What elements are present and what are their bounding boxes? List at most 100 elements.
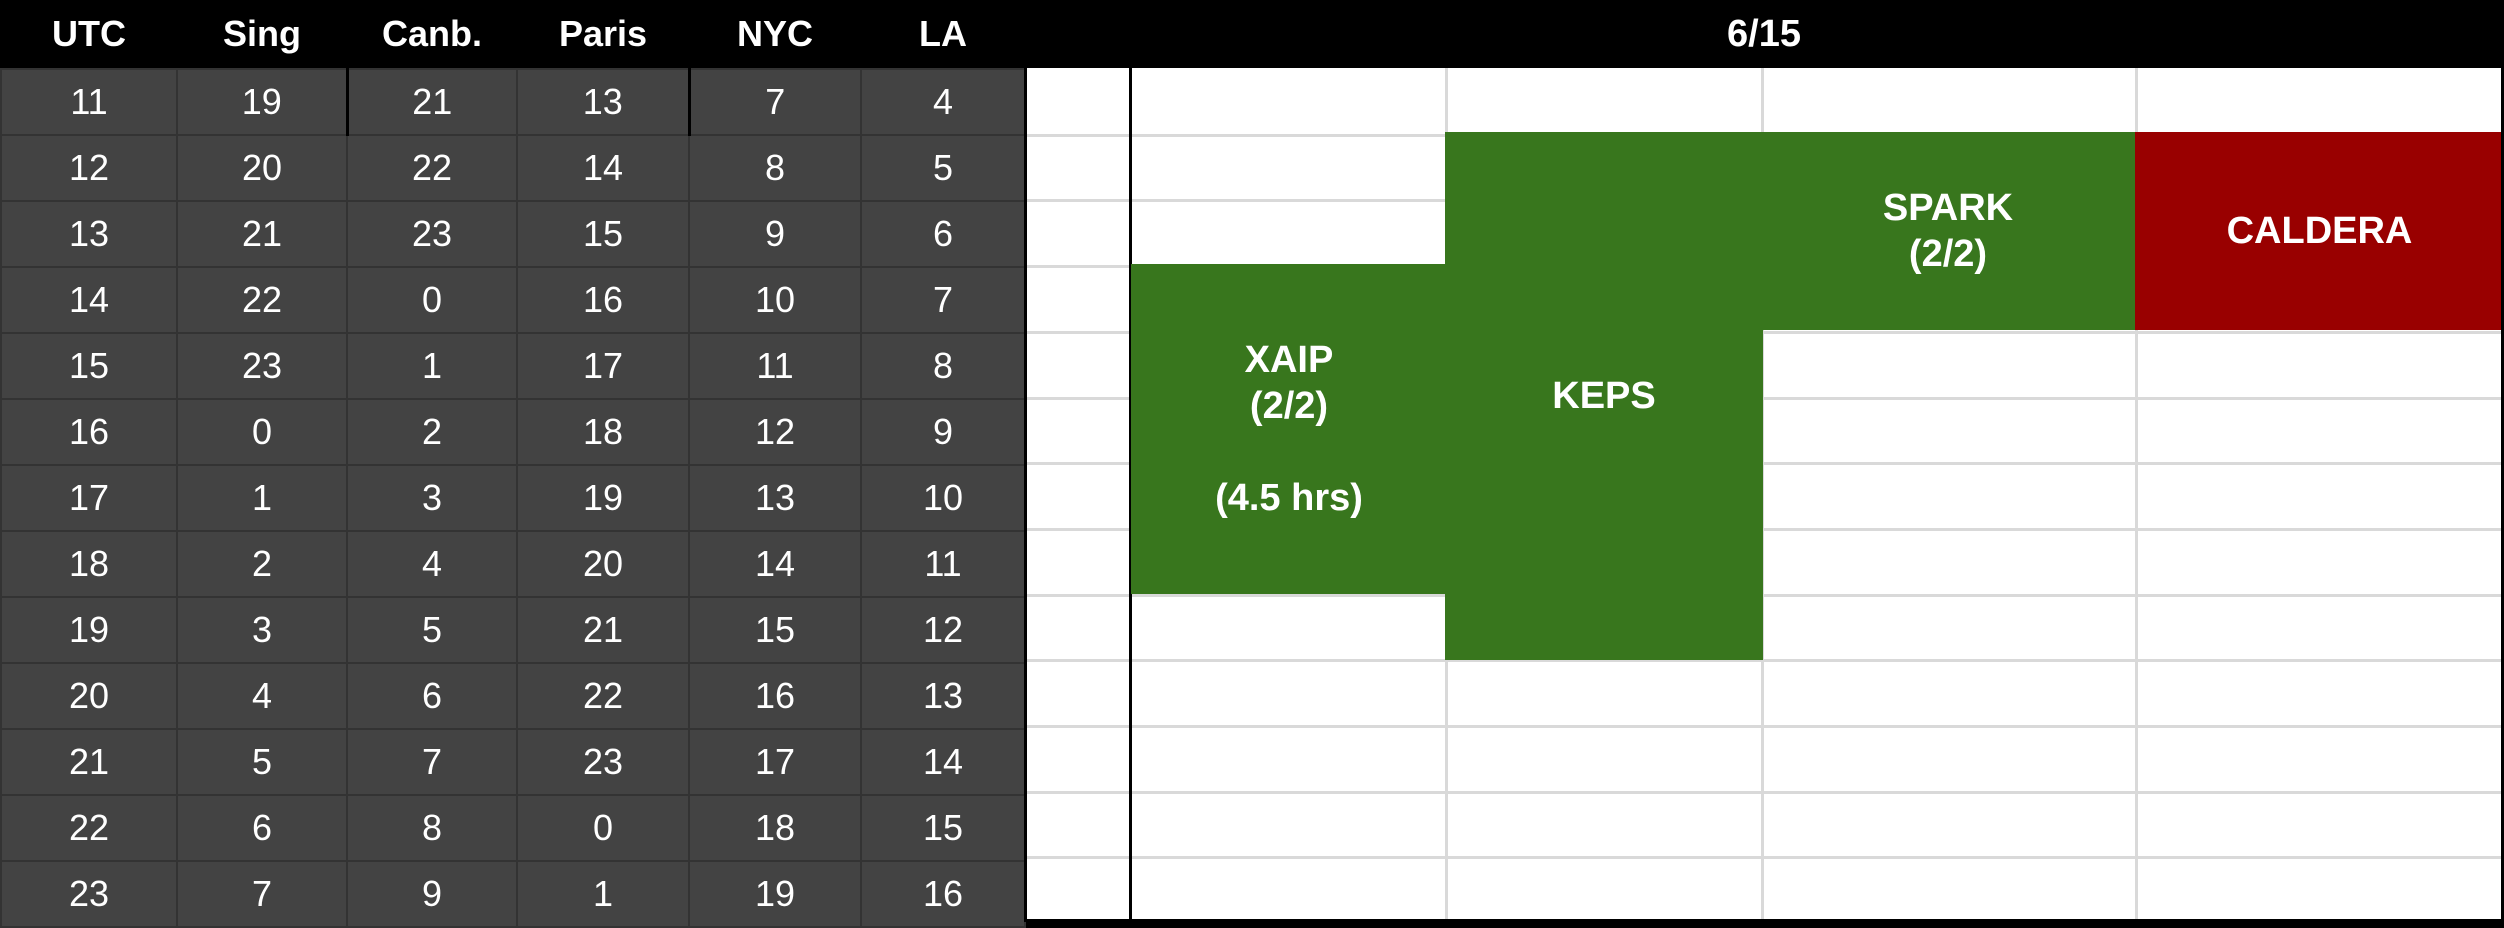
- timezone-row: 17 1 3 19 13 10: [0, 464, 1026, 532]
- cell-nyc: 17: [688, 728, 862, 796]
- cell-paris: 0: [516, 794, 690, 862]
- cell-sing: 6: [176, 794, 348, 862]
- grid-bottom-border: [1024, 919, 2504, 922]
- grid-row-line: [1024, 397, 2504, 400]
- cell-utc: 13: [0, 200, 178, 268]
- cell-la: 7: [860, 266, 1026, 334]
- grid-row-line: [1024, 659, 2504, 662]
- cell-utc: 20: [0, 662, 178, 730]
- cell-sing: 7: [176, 860, 348, 928]
- cell-nyc: 15: [688, 596, 862, 664]
- timezone-row: 21 5 7 23 17 14: [0, 728, 1026, 796]
- header-utc: UTC: [1, 0, 177, 69]
- timezone-row: 15 23 1 17 11 8: [0, 332, 1026, 400]
- cell-canb: 4: [346, 530, 518, 598]
- cell-paris: 17: [516, 332, 690, 400]
- event-xaip-status: (2/2): [1249, 385, 1329, 427]
- event-keps-label: KEPS: [1552, 375, 1656, 417]
- cell-paris: 18: [516, 398, 690, 466]
- cell-nyc: 19: [688, 860, 862, 928]
- cell-utc: 15: [0, 332, 178, 400]
- header-canb: Canb.: [347, 0, 517, 69]
- cell-paris: 1: [516, 860, 690, 928]
- grid-row-line: [1024, 725, 2504, 728]
- cell-canb: 8: [346, 794, 518, 862]
- timezone-row: 14 22 0 16 10 7: [0, 266, 1026, 334]
- cell-la: 11: [860, 530, 1026, 598]
- grid-column-line: [1129, 68, 1132, 922]
- cell-paris: 22: [516, 662, 690, 730]
- event-caldera[interactable]: CALDERA: [2135, 132, 2504, 330]
- cell-canb: 0: [346, 266, 518, 334]
- cell-paris: 23: [516, 728, 690, 796]
- cell-utc: 17: [0, 464, 178, 532]
- event-xaip[interactable]: XAIP (2/2) (4.5 hrs): [1131, 264, 1447, 594]
- cell-utc: 16: [0, 398, 178, 466]
- cell-paris: 20: [516, 530, 690, 598]
- cell-utc: 21: [0, 728, 178, 796]
- cell-canb: 6: [346, 662, 518, 730]
- cell-sing: 20: [176, 134, 348, 202]
- cell-canb: 22: [346, 134, 518, 202]
- cell-canb: 1: [346, 332, 518, 400]
- cell-sing: 2: [176, 530, 348, 598]
- grid-row-line: [1024, 331, 2504, 334]
- cell-utc: 14: [0, 266, 178, 334]
- cell-la: 6: [860, 200, 1026, 268]
- header-nyc: NYC: [689, 0, 861, 69]
- cell-sing: 0: [176, 398, 348, 466]
- grid-column-line: [2135, 68, 2138, 922]
- cell-la: 15: [860, 794, 1026, 862]
- cell-sing: 22: [176, 266, 348, 334]
- event-spark-status: (2/2): [1908, 233, 1988, 275]
- event-caldera-label: CALDERA: [2226, 210, 2413, 252]
- timezone-row: 12 20 22 14 8 5: [0, 134, 1026, 202]
- cell-canb: 21: [346, 68, 518, 136]
- cell-sing: 5: [176, 728, 348, 796]
- cell-la: 5: [860, 134, 1026, 202]
- cell-nyc: 18: [688, 794, 862, 862]
- cell-paris: 13: [516, 68, 691, 136]
- timezone-row: 20 4 6 22 16 13: [0, 662, 1026, 730]
- cell-la: 13: [860, 662, 1026, 730]
- timezone-row: 18 2 4 20 14 11: [0, 530, 1026, 598]
- cell-paris: 15: [516, 200, 690, 268]
- grid-row-line: [1024, 594, 2504, 597]
- cell-la: 4: [860, 68, 1026, 136]
- timezone-body: 11 19 21 13 7 4 12 20 22 14 8 5 13 21 23 15 9 6 14 22 0 16 10 7…: [0, 68, 1026, 928]
- grid-row-line: [1024, 528, 2504, 531]
- grid-row-line: [1024, 462, 2504, 465]
- cell-la: 9: [860, 398, 1026, 466]
- cell-utc: 12: [0, 134, 178, 202]
- cell-la: 12: [860, 596, 1026, 664]
- grid-right-border: [2501, 68, 2504, 922]
- cell-sing: 1: [176, 464, 348, 532]
- cell-paris: 19: [516, 464, 690, 532]
- grid-area: XAIP (2/2) (4.5 hrs) KEPS SPARK (2/2) CA…: [1024, 68, 2504, 922]
- cell-nyc: 11: [688, 332, 862, 400]
- cell-utc: 23: [0, 860, 178, 928]
- cell-canb: 5: [346, 596, 518, 664]
- timezone-row: 11 19 21 13 7 4: [0, 68, 1026, 136]
- header-sing: Sing: [177, 0, 347, 69]
- event-spark[interactable]: SPARK (2/2): [1761, 132, 2135, 330]
- cell-nyc: 8: [688, 134, 862, 202]
- timezone-header-row: UTC Sing Canb. Paris NYC LA: [1, 0, 1025, 69]
- event-keps[interactable]: KEPS: [1445, 132, 1763, 660]
- cell-sing: 23: [176, 332, 348, 400]
- event-xaip-label: XAIP: [1244, 339, 1334, 381]
- event-spark-label: SPARK: [1882, 187, 2014, 229]
- cell-utc: 22: [0, 794, 178, 862]
- timezone-row: 13 21 23 15 9 6: [0, 200, 1026, 268]
- cell-utc: 18: [0, 530, 178, 598]
- cell-la: 8: [860, 332, 1026, 400]
- cell-la: 16: [860, 860, 1026, 928]
- cell-nyc: 13: [688, 464, 862, 532]
- cell-nyc: 12: [688, 398, 862, 466]
- cell-sing: 21: [176, 200, 348, 268]
- cell-utc: 11: [0, 68, 178, 136]
- grid-row-line: [1024, 791, 2504, 794]
- cell-sing: 3: [176, 596, 348, 664]
- schedule-grid: 6/15 XAIP (2/2) (4.5 hrs) KEPS SPARK (2/…: [1024, 0, 2504, 922]
- date-header: 6/15: [1024, 0, 2504, 68]
